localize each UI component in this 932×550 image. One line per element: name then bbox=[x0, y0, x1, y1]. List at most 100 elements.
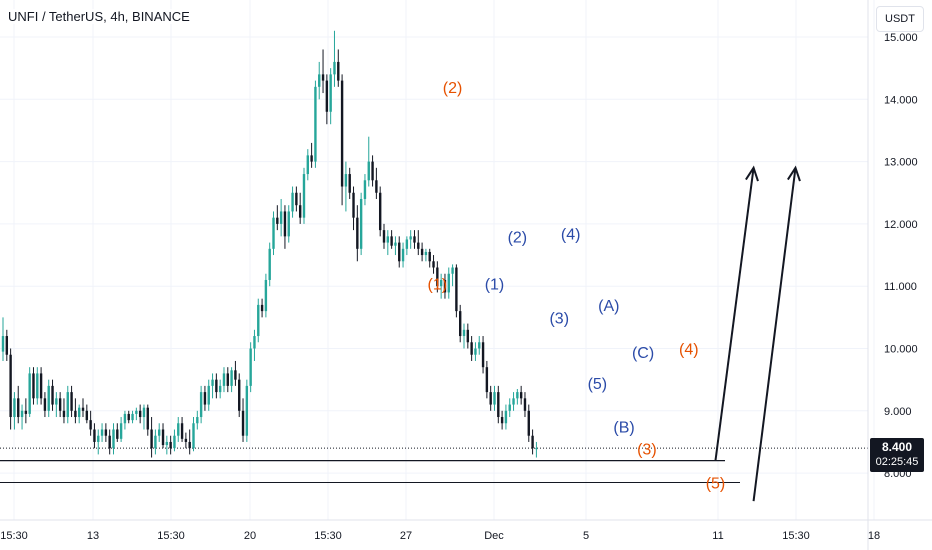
candle-body bbox=[420, 248, 424, 256]
candle-body bbox=[489, 392, 492, 405]
time-tick-label: 15:30 bbox=[314, 530, 342, 542]
candle-body bbox=[112, 429, 115, 449]
candle-body bbox=[318, 74, 321, 87]
candle-body bbox=[478, 342, 481, 349]
candle-body bbox=[203, 392, 207, 405]
candle-body bbox=[535, 448, 538, 450]
projection-arrow-head bbox=[745, 165, 759, 182]
candle-body bbox=[371, 161, 374, 181]
wave-labels: (2)(1) (1)(2) (4)(3)(A)(C) (4)(5)(B)(3)(5) bbox=[428, 80, 726, 493]
candle-body bbox=[443, 279, 447, 293]
candle-body bbox=[104, 429, 108, 436]
candle-body bbox=[466, 329, 470, 343]
candle-body bbox=[5, 336, 9, 355]
wave-label: (A) bbox=[598, 298, 619, 315]
candle-body bbox=[142, 407, 146, 418]
candle-body bbox=[455, 267, 458, 312]
candle-body bbox=[268, 248, 271, 280]
time-tick-label: 18 bbox=[868, 530, 880, 542]
candle-body bbox=[531, 435, 534, 449]
candle-body bbox=[36, 373, 39, 399]
horizontal-levels bbox=[0, 447, 868, 483]
candle-body bbox=[39, 373, 43, 399]
time-tick-label: 15:30 bbox=[157, 530, 185, 542]
candle-body bbox=[516, 392, 519, 399]
price-axis[interactable]: 8.0009.00010.00011.00012.00013.00014.000… bbox=[867, 0, 918, 550]
candle-body bbox=[62, 410, 66, 418]
candle-body bbox=[158, 429, 161, 436]
candle-body bbox=[447, 273, 450, 293]
time-tick-label: 27 bbox=[400, 530, 412, 542]
candle-body bbox=[337, 61, 340, 81]
projection-arrows bbox=[714, 165, 801, 502]
candle-body bbox=[17, 398, 20, 418]
projection-arrow bbox=[752, 167, 797, 502]
wave-label: (B) bbox=[613, 420, 634, 437]
candle-body bbox=[1, 336, 5, 352]
candle-body bbox=[207, 385, 210, 405]
candle-body bbox=[226, 373, 229, 386]
candle-body bbox=[417, 242, 420, 249]
candle-body bbox=[462, 329, 466, 337]
price-tick-label: 9.000 bbox=[884, 406, 912, 418]
candle-body bbox=[508, 404, 511, 411]
candle-body bbox=[497, 392, 500, 418]
price-tick-label: 14.000 bbox=[884, 94, 918, 106]
wave-label: (5) bbox=[706, 476, 726, 493]
candle-body bbox=[47, 385, 50, 411]
candle-body bbox=[386, 236, 390, 243]
candle-body bbox=[188, 441, 191, 449]
candle-body bbox=[500, 417, 504, 424]
candle-body bbox=[165, 441, 169, 446]
price-tick-label: 15.000 bbox=[884, 32, 918, 44]
time-axis[interactable]: 15:30 13 15:30 20 15:30 27 Dec 5 11 15:30 18 bbox=[0, 519, 932, 542]
candle-body bbox=[512, 398, 515, 405]
candle-body bbox=[180, 423, 184, 439]
candle-body bbox=[352, 192, 355, 218]
candle-body bbox=[279, 211, 283, 224]
wave-label: (2) bbox=[443, 80, 463, 97]
candle-body bbox=[131, 413, 134, 421]
candle-body bbox=[51, 385, 54, 405]
candle-body bbox=[199, 392, 203, 418]
candle-body bbox=[43, 398, 47, 411]
candle-body bbox=[257, 304, 260, 337]
candle-body bbox=[245, 385, 249, 436]
wave-label: (2) bbox=[508, 230, 528, 247]
candle-body bbox=[527, 410, 530, 436]
candle-body bbox=[409, 236, 412, 240]
candle-body bbox=[390, 236, 393, 246]
candle-body bbox=[249, 348, 252, 386]
candle-body bbox=[481, 342, 485, 368]
last-price-tag: 8.400 02:25:45 bbox=[870, 438, 924, 472]
candle-body bbox=[32, 373, 35, 399]
candle-body bbox=[28, 373, 31, 414]
candle-body bbox=[230, 370, 233, 386]
price-tick-label: 13.000 bbox=[884, 157, 918, 169]
candle-body bbox=[314, 86, 317, 162]
candle-body bbox=[55, 398, 58, 405]
candle-body bbox=[356, 217, 359, 249]
candle-body bbox=[135, 410, 138, 414]
candle-body bbox=[192, 423, 195, 449]
candle-body bbox=[298, 205, 302, 218]
candle-body bbox=[401, 248, 405, 262]
candle-body bbox=[100, 429, 104, 436]
candle-body bbox=[184, 438, 188, 442]
grid bbox=[0, 0, 875, 520]
price-tick-label: 11.000 bbox=[884, 281, 917, 293]
candle-body bbox=[222, 373, 226, 386]
time-tick-label: Dec bbox=[484, 530, 504, 542]
candle-body bbox=[523, 398, 527, 411]
candle-body bbox=[272, 217, 275, 249]
currency-button[interactable]: USDT bbox=[876, 6, 924, 32]
candle-body bbox=[378, 192, 382, 231]
wave-label: (1) bbox=[428, 276, 448, 293]
time-tick-label: 5 bbox=[583, 530, 589, 542]
candle-body bbox=[470, 342, 473, 355]
candle-body bbox=[9, 354, 12, 418]
candle-body bbox=[439, 279, 443, 287]
candle-body bbox=[74, 410, 77, 418]
